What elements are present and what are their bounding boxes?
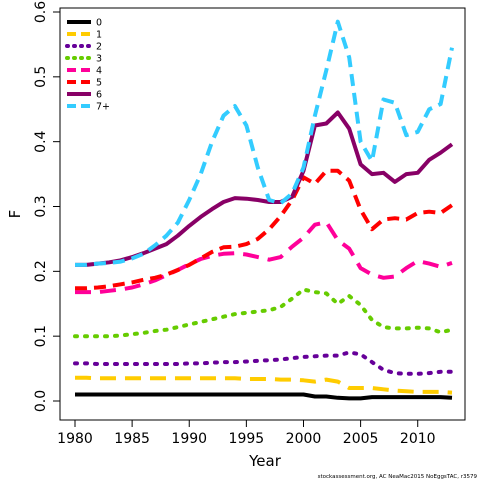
x-tick-label: 1995 [229,431,265,447]
x-tick-label: 1985 [114,431,150,447]
series-line-2 [73,350,454,376]
x-axis: 1980 1985 1990 1995 2000 2005 2010 [57,419,436,447]
series-line-7plus [75,19,454,267]
series-line-1 [75,375,453,395]
y-tick-label: 0.3 [33,195,49,217]
plot-frame [59,7,466,421]
x-tick-label: 2010 [400,431,436,447]
series-line-5 [75,168,454,291]
legend-label: 1 [96,30,102,41]
series-line-0 [75,392,453,401]
y-tick-label: 0.6 [33,1,49,23]
x-tick-label: 1980 [57,431,93,447]
series-line-6 [75,110,454,267]
footnote: stockassessment.org, AC NeaMac2015 NoEgg… [318,474,478,480]
y-tick-label: 0.1 [33,325,49,347]
legend-label: 6 [96,90,102,101]
legend-label: 2 [96,42,102,53]
x-tick-label: 2000 [286,431,322,447]
y-tick-label: 0.4 [33,130,49,152]
legend-label: 0 [96,18,102,29]
x-tick-label: 1990 [171,431,207,447]
y-tick-label: 0.5 [33,66,49,88]
legend-label: 4 [96,66,102,77]
y-tick-label: 0.0 [33,390,49,412]
x-axis-label: Year [248,452,282,470]
series-layer [73,19,454,401]
legend-label: 7+ [96,102,110,113]
legend-label: 3 [96,54,102,65]
y-axis-label: F [6,210,24,219]
x-tick-label: 2005 [343,431,379,447]
y-tick-label: 0.2 [33,260,49,282]
series-line-3 [73,287,454,339]
y-axis: 0.0 0.1 0.2 0.3 0.4 0.5 0.6 [33,1,61,412]
series-line-4 [75,220,453,295]
legend-label: 5 [96,78,102,89]
